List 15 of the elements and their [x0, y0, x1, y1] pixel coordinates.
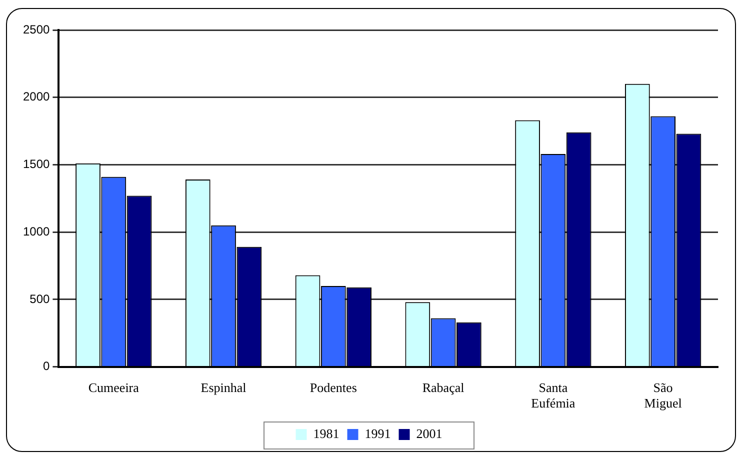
y-tick-label: 500 [30, 292, 50, 306]
x-tick-label: Rabaçal [422, 380, 465, 396]
y-tick-label: 2000 [22, 90, 50, 104]
legend-label: 1981 [313, 426, 340, 441]
y-tick-label: 2500 [22, 22, 50, 36]
legend-label: 2001 [416, 426, 442, 441]
y-tick-label: 1000 [22, 224, 50, 238]
x-tick-label: Cumeeira [88, 380, 140, 396]
x-tick-label: São Miguel [644, 380, 682, 411]
legend-label: 1991 [364, 426, 391, 441]
y-tick-label: 0 [43, 359, 50, 374]
x-tick-label: Podentes [310, 380, 357, 396]
x-tick-label: Espinhal [200, 380, 247, 396]
y-tick-label: 1500 [22, 157, 50, 172]
x-tick-label: Santa Eufémia [531, 380, 576, 411]
